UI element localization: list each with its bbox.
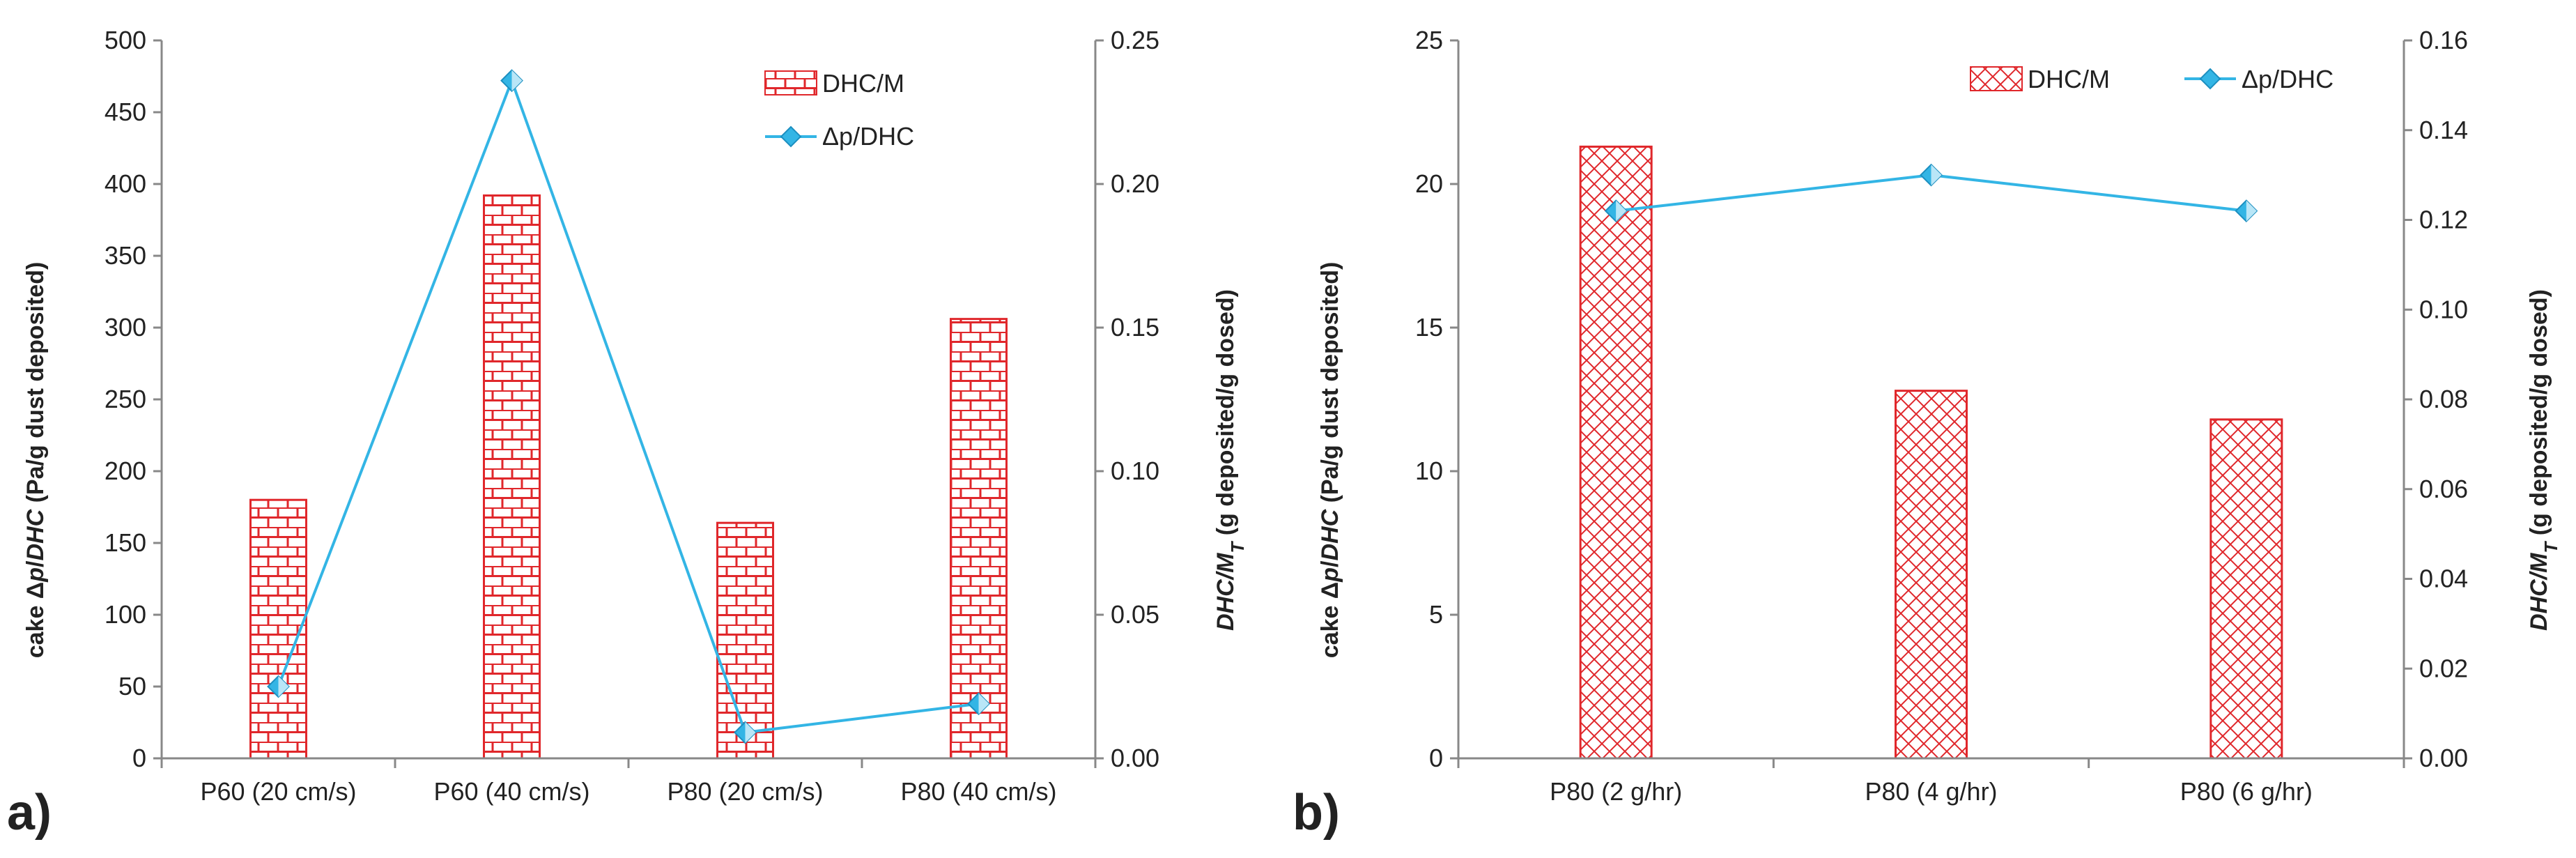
left-axis-title-part: DHC xyxy=(1317,509,1343,560)
left-axis-title-part: p xyxy=(1317,567,1343,583)
bar xyxy=(716,521,774,760)
chart-panel-a: a) cake Δp/DHC (Pa/g dust deposited) DHC… xyxy=(7,26,1248,841)
left-axis-title-part: cake Δ xyxy=(1317,582,1343,659)
svg-text:DHC/MT (g deposited/g dosed): DHC/MT (g deposited/g dosed) xyxy=(1212,289,1248,631)
x-tick-label: P60 (40 cm/s) xyxy=(433,777,589,806)
legend-marker-diamond xyxy=(780,125,802,148)
svg-text:DHC/MT (g deposited/g dosed): DHC/MT (g deposited/g dosed) xyxy=(2526,289,2561,631)
legend: DHC/M Δp/DHC xyxy=(764,69,914,151)
right-tick-label: 0.00 xyxy=(1111,744,1159,772)
left-tick-label: 20 xyxy=(1415,169,1443,198)
left-tick-label: 10 xyxy=(1415,457,1443,485)
right-tick-label: 0.02 xyxy=(2419,654,2468,682)
left-tick-label: 400 xyxy=(105,169,146,198)
right-tick-label: 0.15 xyxy=(1111,313,1159,342)
left-tick-label: 0 xyxy=(1429,744,1443,772)
legend-marker-diamond xyxy=(2199,68,2221,90)
left-tick-label: 0 xyxy=(132,744,146,772)
bar xyxy=(249,498,307,760)
right-axis-title-part: DHC/M xyxy=(1212,553,1239,631)
left-tick-label: 300 xyxy=(105,313,146,342)
left-tick-label: 450 xyxy=(105,98,146,126)
left-y-axis-title: cake Δp/DHC (Pa/g dust deposited) xyxy=(22,262,49,659)
right-axis-title-part: DHC/M xyxy=(2526,553,2552,631)
x-tick-label: P80 (4 g/hr) xyxy=(1865,777,1997,806)
line-point-highlight xyxy=(511,70,523,91)
line-point-highlight xyxy=(1931,164,1942,186)
svg-text:cake Δp/DHC (Pa/g dust deposit: cake Δp/DHC (Pa/g dust deposited) xyxy=(1317,262,1343,659)
svg-text:cake Δp/DHC (Pa/g dust deposit: cake Δp/DHC (Pa/g dust deposited) xyxy=(22,262,49,659)
left-axis-title-part: DHC xyxy=(22,509,49,560)
bar xyxy=(483,194,541,760)
legend-label-bar: DHC/M xyxy=(2028,65,2110,93)
left-tick-label: 350 xyxy=(105,241,146,270)
right-axis-title-part: T xyxy=(2540,541,2561,553)
right-axis-title-part: T xyxy=(1227,541,1248,553)
right-tick-label: 0.20 xyxy=(1111,169,1159,198)
x-tick-label: P80 (40 cm/s) xyxy=(900,777,1056,806)
line-point-highlight xyxy=(745,721,756,743)
bar xyxy=(2209,418,2283,760)
left-tick-label: 25 xyxy=(1415,26,1443,54)
left-axis-title-part: / xyxy=(22,560,49,567)
left-y-axis-title: cake Δp/DHC (Pa/g dust deposited) xyxy=(1317,262,1343,659)
bar xyxy=(1895,390,1968,760)
right-tick-label: 0.10 xyxy=(2419,295,2468,323)
legend-label-bar: DHC/M xyxy=(822,69,904,98)
legend-label-line: Δp/DHC xyxy=(822,122,914,151)
left-axis-title-part: (Pa/g dust deposited) xyxy=(1317,262,1343,510)
left-tick-label: 100 xyxy=(105,600,146,629)
bar xyxy=(1579,145,1653,760)
right-tick-label: 0.14 xyxy=(2419,116,2468,144)
right-tick-label: 0.12 xyxy=(2419,206,2468,234)
left-tick-label: 150 xyxy=(105,528,146,557)
left-axis-title-part: / xyxy=(1317,560,1343,567)
left-tick-label: 500 xyxy=(105,26,146,54)
legend: DHC/M Δp/DHC xyxy=(1970,65,2334,93)
right-tick-label: 0.16 xyxy=(2419,26,2468,54)
right-tick-label: 0.25 xyxy=(1111,26,1159,54)
line-point-highlight xyxy=(278,676,289,697)
right-axis-title-part: (g deposited/g dosed) xyxy=(1212,289,1239,542)
series-line xyxy=(277,76,979,735)
right-tick-label: 0.00 xyxy=(2419,744,2468,772)
left-axis-title-part: cake Δ xyxy=(22,582,49,659)
right-y-axis-title: DHC/MT (g deposited/g dosed) xyxy=(1212,289,1248,631)
x-tick-label: P80 (20 cm/s) xyxy=(667,777,823,806)
right-axis-title-part: (g deposited/g dosed) xyxy=(2526,289,2552,542)
left-tick-label: 5 xyxy=(1429,600,1443,629)
right-tick-label: 0.08 xyxy=(2419,385,2468,413)
left-tick-label: 200 xyxy=(105,457,146,485)
chart-panel-b: b) cake Δp/DHC (Pa/g dust deposited) DHC… xyxy=(1293,26,2561,841)
line-point-highlight xyxy=(978,693,989,714)
x-tick-label: P60 (20 cm/s) xyxy=(200,777,356,806)
right-tick-label: 0.06 xyxy=(2419,475,2468,503)
left-axis-title-part: p xyxy=(22,567,49,583)
x-tick-label: P80 (6 g/hr) xyxy=(2180,777,2313,806)
right-y-axis-title: DHC/MT (g deposited/g dosed) xyxy=(2526,289,2561,631)
legend-label-line: Δp/DHC xyxy=(2242,65,2334,93)
left-tick-label: 250 xyxy=(105,385,146,413)
right-tick-label: 0.05 xyxy=(1111,600,1159,629)
panel-label-b: b) xyxy=(1293,785,1340,841)
panel-label-a: a) xyxy=(7,785,52,841)
right-tick-label: 0.04 xyxy=(2419,565,2468,593)
left-axis-title-part: (Pa/g dust deposited) xyxy=(22,262,49,510)
right-tick-label: 0.10 xyxy=(1111,457,1159,485)
line-point-highlight xyxy=(2246,200,2257,222)
left-tick-label: 15 xyxy=(1415,313,1443,342)
x-tick-label: P80 (2 g/hr) xyxy=(1550,777,1682,806)
left-tick-label: 50 xyxy=(118,672,146,700)
line-point-highlight xyxy=(1616,200,1627,222)
legend-swatch-bar xyxy=(1970,66,2023,91)
legend-swatch-bar xyxy=(764,70,817,95)
bar xyxy=(950,318,1008,760)
